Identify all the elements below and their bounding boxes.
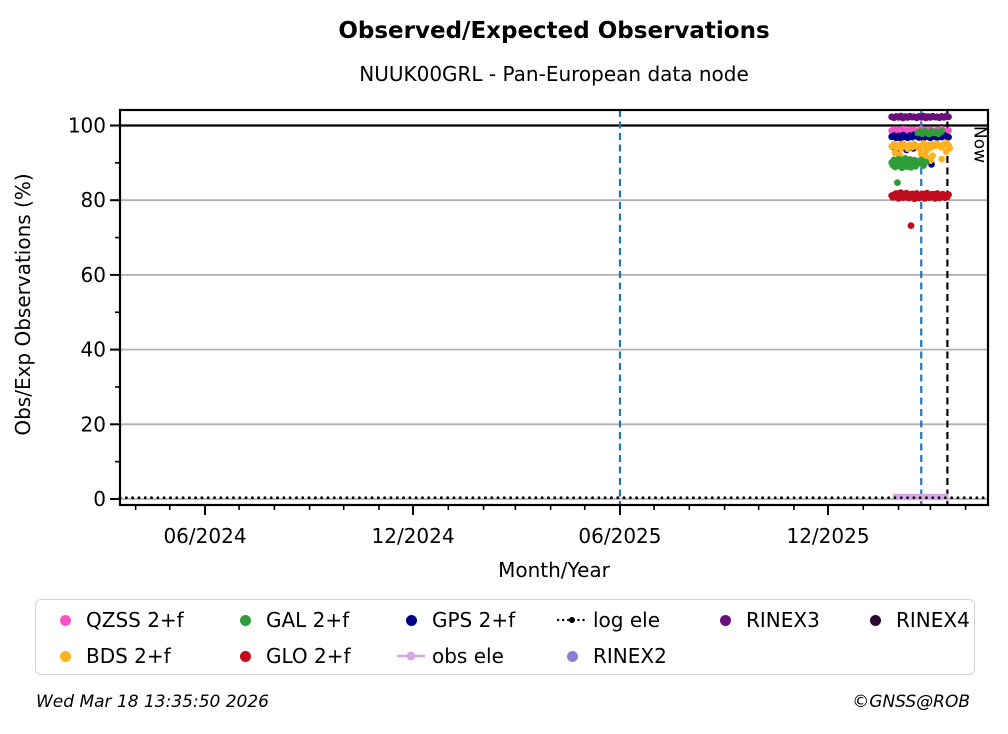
legend-label: RINEX2 [593,644,667,668]
legend-item-rinex3: RINEX3 [710,603,820,637]
legend-item-gps-2-f: GPS 2+f [396,603,515,637]
y-tick-label: 20 [81,412,106,436]
legend-item-rinex4: RINEX4 [860,603,970,637]
data-point-bds-2-f [942,148,950,156]
legend-dot-icon [230,614,260,626]
data-point-rinex3 [945,113,952,121]
copyright-text: ©GNSS@ROB [852,692,970,712]
legend-item-gal-2-f: GAL 2+f [230,603,349,637]
now-label: Now [969,126,989,163]
legend-line-icon [557,613,587,627]
data-point-bds-2-f [938,155,946,163]
legend-item-qzss-2-f: QZSS 2+f [50,603,184,637]
legend-label: GPS 2+f [432,608,516,632]
plot-frame [118,108,990,507]
y-axis-label: Obs/Exp Observations (%) [11,173,35,435]
data-point-bds-2-f [929,152,936,160]
legend-dot-icon [860,614,890,626]
legend-dot-icon [557,650,587,662]
data-point-qzss-2-f [945,126,952,134]
legend-label: GLO 2+f [266,644,351,668]
legend-dot-icon [50,650,80,662]
legend-label: log ele [593,608,661,632]
legend-item-glo-2-f: GLO 2+f [230,639,351,673]
y-tick-label: 0 [93,487,106,511]
legend-dot-icon [396,614,426,626]
legend-item-bds-2-f: BDS 2+f [50,639,171,673]
legend-label: RINEX4 [896,608,970,632]
legend-item-obs-ele: obs ele [396,639,504,673]
legend-label: BDS 2+f [86,644,171,668]
legend-dot-icon [50,614,80,626]
legend-label: RINEX3 [746,608,820,632]
legend-line-icon [396,649,426,663]
data-point-gal-2-f [938,127,946,135]
data-point-glo-2-f [945,191,952,199]
y-tick-label: 40 [81,338,106,362]
legend-label: obs ele [432,644,504,668]
data-point-gps-2-f [945,133,952,141]
legend-dot-icon [230,650,260,662]
data-point-bds-2-f [922,148,930,156]
y-tick-label: 80 [81,188,106,212]
legend-item-rinex2: RINEX2 [557,639,667,673]
legend-item-log-ele: log ele [557,603,660,637]
timestamp-text: Wed Mar 18 13:35:50 2026 [36,692,269,712]
x-tick-label: 12/2024 [372,524,455,548]
data-point-glo-2-f [907,222,915,230]
chart-title: Observed/Expected Observations [338,18,770,44]
legend-label: QZSS 2+f [86,608,184,632]
x-tick-label: 06/2024 [163,524,246,548]
legend-dot-icon [710,614,740,626]
legend-label: GAL 2+f [266,608,350,632]
x-axis-label: Month/Year [498,558,611,582]
data-point-gal-2-f [922,158,930,166]
chart-legend: QZSS 2+f GAL 2+f GPS 2+f log ele RINEX3 RINEX… [35,599,975,675]
y-tick-label: 60 [81,263,106,287]
y-tick-label: 100 [68,114,106,138]
x-tick-label: 06/2025 [578,524,661,548]
data-point-gal-2-f [894,179,901,187]
chart-subtitle: NUUK00GRL - Pan-European data node [359,62,749,86]
x-tick-label: 12/2025 [786,524,869,548]
